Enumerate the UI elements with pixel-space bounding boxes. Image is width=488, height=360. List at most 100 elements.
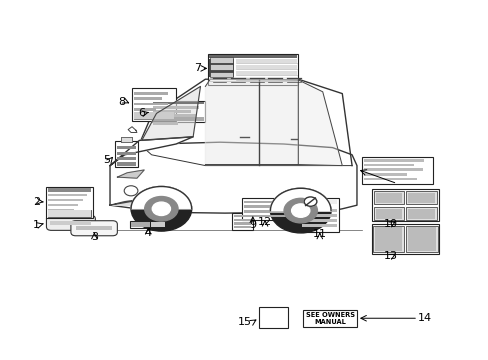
Bar [371,189,438,221]
Bar [374,227,402,251]
Bar [406,207,436,220]
Bar [235,77,296,80]
Bar [235,71,296,75]
Text: 10: 10 [384,219,397,229]
Bar [134,103,167,105]
Polygon shape [131,186,191,209]
Bar [406,191,436,204]
Bar [244,215,286,217]
Bar [406,226,437,252]
Bar [244,205,286,208]
Bar [151,101,205,122]
Bar [132,88,176,121]
Bar [48,210,91,217]
Bar [300,198,338,232]
Circle shape [152,202,170,216]
Polygon shape [117,170,144,178]
Bar [363,159,423,162]
Bar [153,122,178,125]
Bar [363,178,417,180]
Circle shape [304,197,316,206]
Polygon shape [142,86,200,140]
Bar [303,310,356,327]
Bar [48,210,91,217]
Bar [372,226,404,252]
Bar [302,214,337,217]
Bar [48,188,91,192]
Bar [134,112,173,119]
Text: 6: 6 [138,108,145,118]
Bar [375,193,402,203]
Bar [48,214,70,216]
Bar [153,106,199,109]
Polygon shape [110,142,356,213]
Bar [302,209,337,212]
Bar [259,307,287,328]
Bar [302,219,337,222]
Text: 15: 15 [238,317,252,327]
Text: 11: 11 [312,229,326,239]
Text: 12: 12 [258,217,271,227]
Text: 5: 5 [103,155,110,165]
Bar [242,198,288,220]
Polygon shape [110,137,193,166]
Bar [407,209,434,219]
Polygon shape [270,188,330,211]
Circle shape [284,198,317,223]
Bar [232,213,252,230]
Bar [361,157,432,184]
Circle shape [291,204,309,217]
Bar [234,219,250,221]
Bar [302,199,337,204]
Bar [76,226,112,230]
Circle shape [144,197,178,221]
Bar [244,210,286,213]
Bar [302,224,337,227]
Bar [153,117,203,121]
Text: 13: 13 [384,251,397,261]
Bar [150,222,164,227]
Bar [363,164,413,166]
Bar [234,226,250,228]
Bar [208,59,234,84]
Bar [153,102,203,104]
Bar [244,201,286,203]
Text: SEE OWNERS
MANUAL: SEE OWNERS MANUAL [305,312,354,325]
Bar [235,65,296,69]
Bar [209,72,233,77]
Bar [134,92,167,95]
Polygon shape [205,79,298,165]
Bar [363,168,422,171]
Bar [153,110,191,113]
Bar [48,194,87,196]
Circle shape [270,188,330,233]
Bar [48,199,82,201]
FancyBboxPatch shape [46,215,95,230]
Bar [50,221,91,225]
Circle shape [124,186,138,196]
Polygon shape [139,79,351,166]
Polygon shape [110,198,151,205]
Bar [363,173,407,176]
FancyBboxPatch shape [71,221,117,236]
Bar [373,191,404,204]
Bar [208,77,297,84]
Bar [209,57,233,63]
Bar [129,221,166,228]
Text: 14: 14 [417,313,431,323]
Bar [371,224,438,254]
Text: 3: 3 [91,232,98,242]
Bar [234,215,250,217]
Bar [153,114,196,117]
Bar [209,64,233,70]
Text: 7: 7 [194,63,201,73]
Text: 9: 9 [249,220,256,230]
Bar [134,108,156,111]
Bar [134,113,162,116]
Bar [117,157,136,160]
Text: 8: 8 [118,96,125,107]
Bar [134,112,173,119]
Polygon shape [128,127,137,132]
Bar [121,137,132,142]
Bar [207,54,298,85]
